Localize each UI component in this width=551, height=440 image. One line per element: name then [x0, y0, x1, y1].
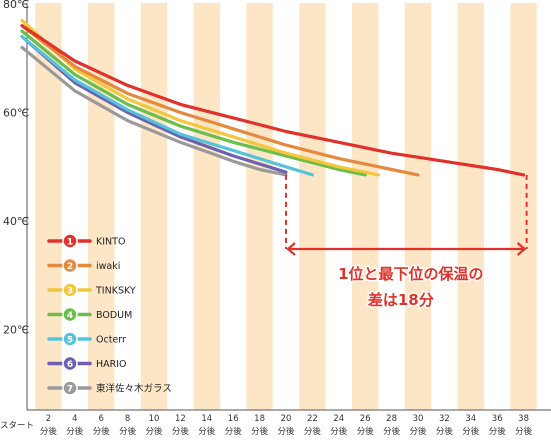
series-lines [20, 18, 526, 177]
legend-rank-TINKSKY: 3 [67, 287, 73, 297]
series-line-HARIO [20, 34, 288, 174]
y-tick-label-60: 60℃ [3, 107, 29, 120]
x-tick-unit-10: 分後 [145, 426, 163, 437]
legend-rank-東洋佐々木ガラス: 7 [67, 385, 73, 395]
band-14 [193, 3, 220, 410]
x-tick-unit-26: 分後 [357, 426, 375, 437]
x-tick-unit-4: 分後 [66, 426, 84, 437]
legend-label-東洋佐々木ガラス: 東洋佐々木ガラス [96, 383, 172, 395]
legend-rank-KINTO: 1 [67, 238, 73, 248]
legend-label-TINKSKY: TINKSKY [95, 286, 136, 297]
series-line-TINKSKY [20, 18, 380, 177]
x-tick-unit-24: 分後 [330, 426, 348, 437]
x-tick-label-20: 20 [281, 414, 292, 424]
legend-marker-東洋佐々木ガラス [62, 380, 78, 396]
legend-rank-HARIO: 6 [67, 360, 73, 370]
annotation-text-line-2: 差は18分 [368, 291, 434, 309]
x-tick-unit-18: 分後 [251, 426, 269, 437]
x-tick-label-30: 30 [413, 414, 424, 424]
y-tick-label-80: 80℃ [3, 0, 29, 11]
legend-label-KINTO: KINTO [96, 237, 125, 248]
band-30 [404, 3, 432, 410]
series-line-東洋佐々木ガラス [20, 45, 288, 177]
x-start-label: スタート [0, 421, 34, 431]
x-tick-label-18: 18 [254, 414, 265, 424]
legend-label-BODUM: BODUM [96, 310, 132, 321]
legend-marker-BODUM [62, 306, 78, 323]
x-tick-label-38: 38 [518, 414, 529, 424]
series-line-Octerr [20, 34, 314, 177]
x-tick-unit-20: 分後 [277, 426, 295, 437]
legend-rank-BODUM: 4 [67, 311, 73, 321]
band-34 [457, 3, 484, 410]
annotation-text-line-1: 1位と最下位の保温の [338, 265, 483, 283]
x-tick-unit-16: 分後 [225, 426, 243, 437]
legend-rank-Octerr: 5 [67, 336, 73, 346]
legend-marker-Octerr [62, 331, 78, 347]
x-tick-label-8: 8 [125, 414, 130, 424]
x-tick-label-16: 16 [228, 414, 239, 424]
x-tick-unit-28: 分後 [383, 426, 401, 437]
x-tick-unit-38: 分後 [515, 426, 533, 437]
x-tick-label-32: 32 [439, 414, 450, 424]
x-tick-unit-30: 分後 [409, 426, 427, 437]
x-tick-label-4: 4 [72, 414, 77, 424]
legend-marker-KINTO [62, 233, 78, 249]
x-tick-unit-22: 分後 [304, 426, 322, 437]
band-10 [140, 3, 168, 410]
legend-marker-iwaki [62, 257, 78, 274]
band-18 [246, 3, 273, 410]
band-38 [510, 3, 537, 410]
x-tick-unit-32: 分後 [436, 426, 454, 437]
legend-marker-TINKSKY [62, 282, 78, 298]
x-tick-label-6: 6 [98, 414, 103, 424]
x-tick-label-26: 26 [360, 414, 371, 424]
x-tick-label-36: 36 [492, 414, 503, 424]
x-tick-label-22: 22 [307, 414, 318, 424]
y-tick-label-40: 40℃ [3, 215, 29, 228]
axes [26, 3, 551, 411]
band-22 [299, 3, 326, 410]
x-tick-label-10: 10 [149, 414, 160, 424]
x-tick-unit-36: 分後 [489, 426, 507, 437]
legend-label-iwaki: iwaki [96, 261, 120, 272]
x-tick-label-28: 28 [386, 414, 397, 424]
x-tick-unit-2: 分後 [40, 426, 58, 437]
x-tick-label-24: 24 [333, 414, 344, 424]
legend-rank-iwaki: 2 [67, 262, 73, 272]
y-tick-label-20: 20℃ [3, 324, 29, 337]
background-bands [35, 3, 537, 410]
series-line-KINTO [20, 24, 526, 177]
band-6 [88, 3, 115, 410]
x-tick-label-2: 2 [46, 414, 51, 424]
y-axis-labels: 20℃ 40℃ 60℃ 80℃ [3, 0, 29, 337]
x-tick-unit-34: 分後 [462, 426, 480, 437]
x-tick-label-34: 34 [465, 414, 476, 424]
legend-marker-HARIO [62, 355, 78, 372]
annotation-arrow-left-head [286, 242, 296, 256]
band-26 [352, 3, 379, 410]
legend: 1 KINTO 2 iwaki 3 TINKSKY 4 BODUM 5 Octerr 6 HARIO 7… [47, 233, 172, 396]
legend-label-Octerr: Octerr [96, 335, 126, 346]
x-tick-unit-6: 分後 [93, 426, 111, 437]
series-line-BODUM [20, 29, 367, 177]
x-tick-unit-14: 分後 [198, 426, 216, 437]
x-axis-labels: スタート 2 分後 4 分後 6 分後 8 分後 10 分後 12 分後 14 分後 16 分後 18 分後 20 分後… [0, 414, 533, 437]
series-line-iwaki [20, 24, 420, 177]
x-tick-unit-12: 分後 [172, 426, 190, 437]
annotation-arrow-right-head [516, 242, 527, 256]
x-tick-label-12: 12 [175, 414, 186, 424]
legend-label-HARIO: HARIO [96, 359, 127, 370]
x-tick-label-14: 14 [201, 414, 212, 424]
x-tick-unit-8: 分後 [119, 426, 137, 437]
